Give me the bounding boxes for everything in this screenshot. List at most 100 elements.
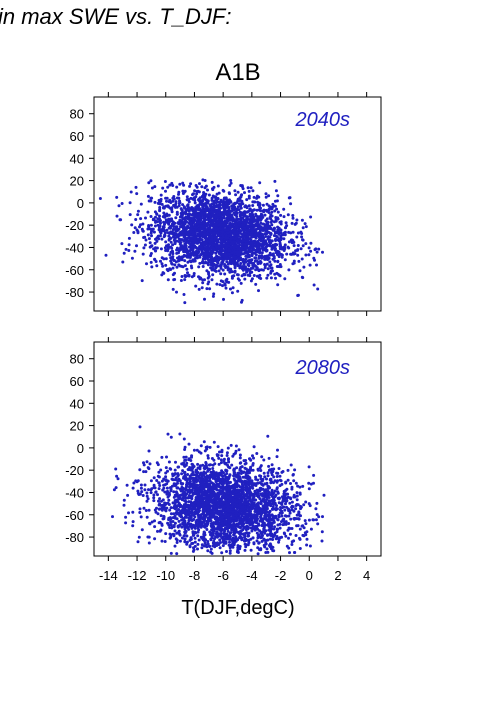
scatter-point: [201, 208, 205, 212]
scatter-point: [227, 218, 231, 222]
scatter-point: [236, 244, 240, 248]
scatter-point: [194, 240, 198, 244]
scatter-point: [273, 209, 277, 213]
scatter-point: [188, 232, 192, 236]
scatter-point: [240, 274, 244, 278]
scatter-point: [169, 245, 173, 249]
scatter-point: [149, 215, 153, 218]
scatter-point: [270, 223, 274, 227]
scatter-point: [212, 215, 216, 219]
scatter-point: [278, 522, 282, 526]
scatter-point: [219, 541, 222, 544]
scatter-point: [280, 255, 284, 259]
scatter-point: [164, 189, 167, 193]
scatter-point: [243, 191, 246, 195]
scatter-point: [227, 247, 231, 251]
scatter-point: [188, 184, 192, 188]
scatter-point: [295, 494, 299, 498]
scatter-point: [251, 536, 255, 540]
scatter-point: [118, 218, 122, 222]
scatter-point: [187, 198, 191, 202]
scatter-point: [309, 215, 313, 219]
scatter-point: [246, 186, 250, 190]
scatter-point: [201, 212, 205, 216]
scatter-point: [283, 258, 287, 262]
scatter-point: [289, 202, 293, 206]
scatter-point: [175, 229, 179, 232]
y-tick-label: 80: [70, 107, 84, 122]
scatter-point: [198, 237, 202, 241]
scatter-point: [147, 181, 151, 185]
scatter-point: [248, 258, 252, 262]
scatter-point: [275, 207, 279, 211]
scatter-point: [279, 508, 282, 512]
scatter-point: [278, 242, 282, 246]
scatter-point: [238, 248, 242, 252]
scatter-point: [231, 236, 235, 240]
scatter-point: [220, 261, 224, 264]
scatter-point: [206, 263, 210, 267]
scatter-point: [173, 221, 177, 225]
scatter-point: [248, 209, 252, 212]
scatter-point: [250, 252, 254, 255]
scatter-point: [180, 264, 183, 268]
scatter-point: [253, 256, 257, 260]
scatter-point: [195, 192, 199, 196]
scatter-point: [302, 265, 306, 269]
scatter-point: [312, 473, 316, 477]
scatter-point: [169, 551, 173, 555]
scatter-point: [169, 435, 173, 439]
scatter-point: [183, 540, 187, 544]
scatter-point: [267, 194, 271, 198]
scatter-point: [197, 510, 200, 514]
scatter-point: [239, 202, 243, 206]
scatter-point: [158, 234, 162, 238]
scatter-point: [172, 490, 176, 494]
scatter-point: [269, 481, 273, 485]
scatter-point: [254, 268, 258, 272]
scatter-point: [207, 252, 211, 256]
scatter-point: [279, 213, 283, 217]
scatter-point: [162, 483, 166, 487]
scatter-point: [183, 537, 187, 541]
scatter-point: [217, 269, 221, 273]
scatter-point: [271, 252, 275, 256]
scatter-point: [174, 200, 178, 204]
scatter-point: [201, 194, 204, 198]
scatter-point: [230, 270, 234, 274]
scatter-point: [264, 239, 267, 243]
scatter-point: [237, 278, 241, 282]
scatter-point: [287, 246, 291, 250]
scatter-point: [211, 220, 214, 224]
scatter-point: [284, 480, 288, 484]
scatter-point: [172, 278, 176, 282]
scatter-point: [270, 463, 274, 467]
scatter-point: [321, 515, 324, 519]
scatter-point: [126, 493, 130, 497]
scatter-point: [165, 455, 168, 459]
scatter-point: [170, 181, 174, 185]
scatter-point: [184, 275, 187, 279]
scatter-point: [309, 241, 313, 245]
scatter-point: [156, 512, 160, 516]
scatter-point: [273, 179, 277, 183]
scatter-point: [156, 529, 159, 533]
scatter-point: [187, 458, 191, 462]
scatter-point: [262, 458, 266, 462]
scatter-point: [216, 238, 220, 242]
scatter-point: [180, 225, 184, 228]
scatter-point: [172, 512, 176, 516]
scatter-point: [230, 240, 234, 244]
scatter-point: [257, 289, 260, 293]
scatter-point: [243, 214, 246, 218]
scatter-point: [145, 460, 149, 464]
scatter-point: [225, 451, 229, 455]
scatter-point: [265, 249, 269, 253]
scatter-point: [262, 210, 266, 214]
scatter-point: [260, 455, 264, 459]
scatter-point: [143, 243, 147, 247]
scatter-point: [252, 274, 256, 277]
scatter-point: [240, 465, 244, 469]
scatter-point: [238, 224, 242, 228]
